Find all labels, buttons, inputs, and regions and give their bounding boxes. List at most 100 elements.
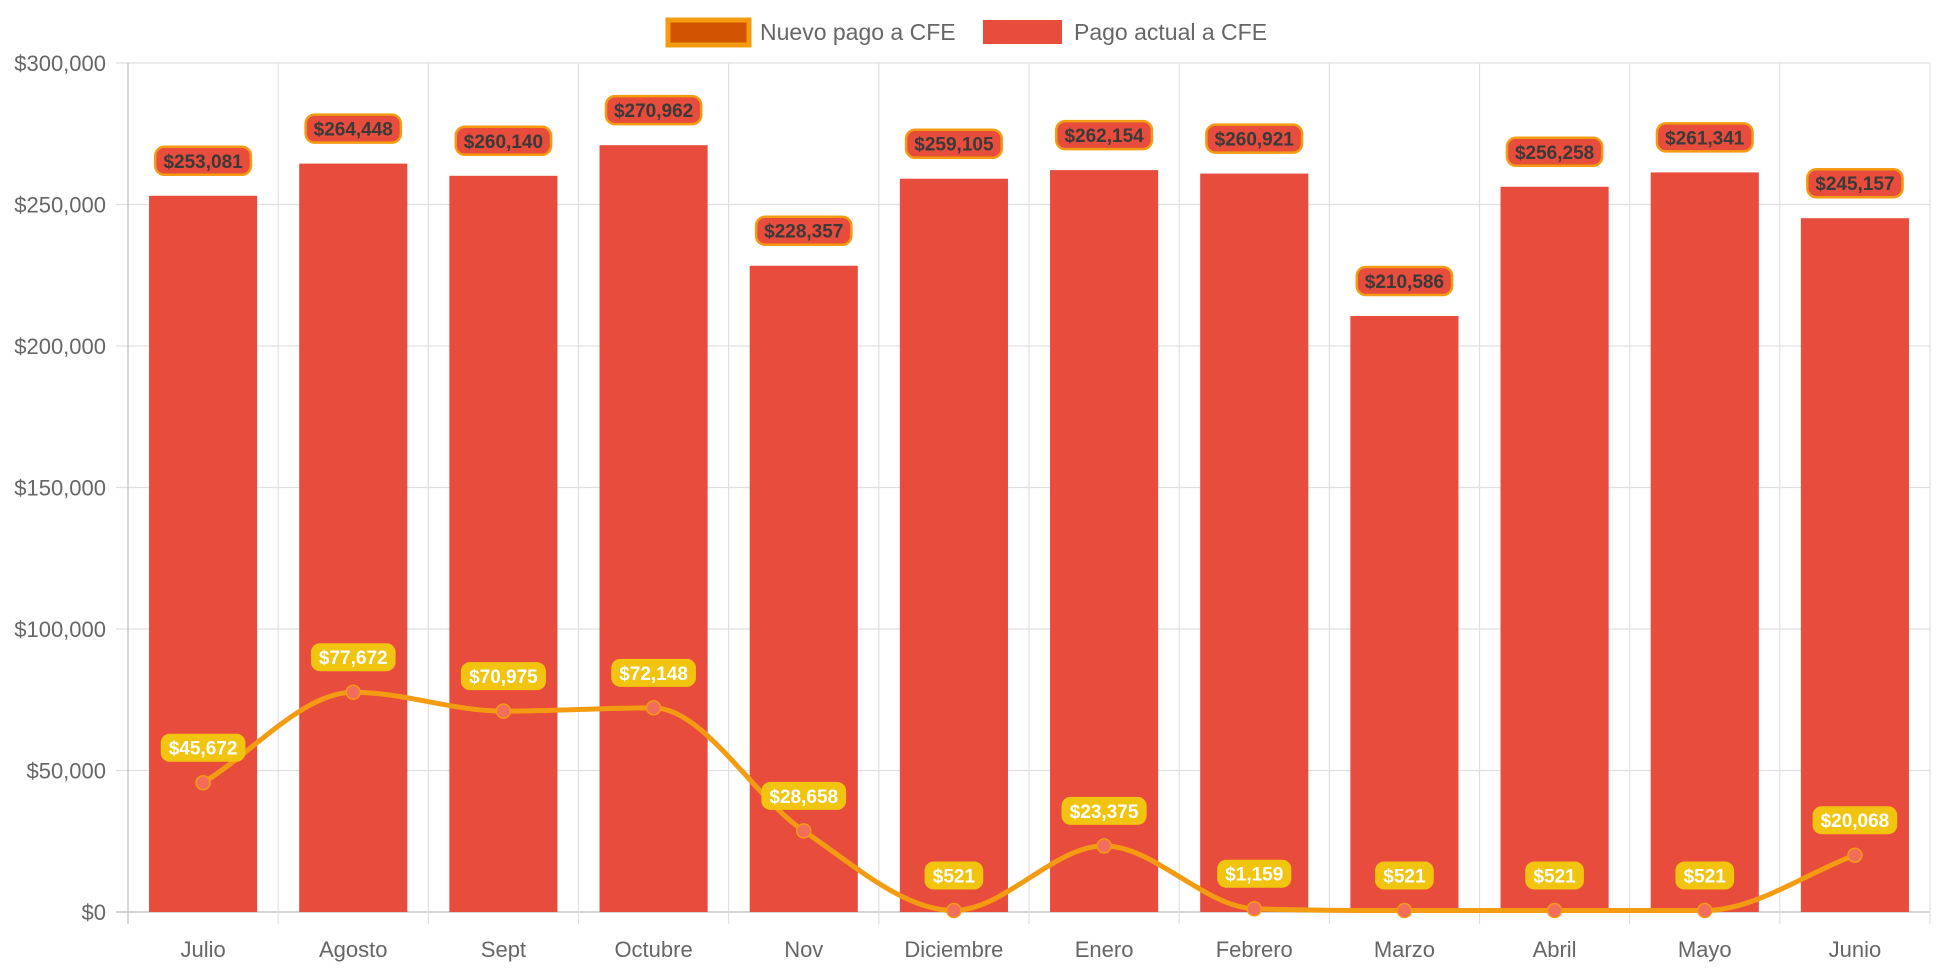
bar-value-label-text: $228,357 (764, 222, 843, 243)
bar-pago-actual[interactable] (1200, 173, 1309, 912)
bar-value-label: $261,341 (1655, 122, 1754, 153)
bar-value-label: $253,081 (153, 145, 253, 177)
bar-value-label-text: $210,586 (1365, 272, 1444, 293)
line-point-nuevo-pago[interactable] (1396, 902, 1413, 919)
x-tick-label: Junio (1829, 937, 1882, 962)
bar-value-label: $245,157 (1806, 167, 1904, 199)
bar-value-label-box (604, 94, 703, 126)
bar-value-label-box (304, 113, 403, 144)
x-tick-label: Abril (1533, 937, 1577, 962)
line-point-nuevo-pago[interactable] (1697, 902, 1713, 919)
line-value-label-box (1061, 796, 1147, 825)
line-value-label-text: $45,672 (169, 739, 238, 760)
bar-series-pago-actual (149, 145, 1909, 913)
bar-value-label: $264,448 (304, 113, 403, 144)
bar-value-label-text: $262,154 (1064, 126, 1144, 147)
legend-item-nuevo-pago[interactable]: Nuevo pago a CFE (665, 17, 956, 48)
y-tick-label: $50,000 (26, 759, 106, 784)
bar-value-label: $210,586 (1355, 265, 1454, 297)
line-value-label-box (1525, 861, 1584, 890)
line-point-nuevo-pago[interactable] (796, 823, 812, 839)
bar-value-label: $228,357 (754, 215, 853, 246)
line-point-nuevo-pago[interactable] (1546, 902, 1563, 919)
legend: Nuevo pago a CFE Pago actual a CFE (665, 17, 1267, 48)
bar-value-labels: $253,081 $264,448 $260,140 $270,962 $228,357… (153, 94, 1904, 297)
bar-pago-actual[interactable] (1050, 170, 1159, 912)
line-value-label-box (1675, 861, 1735, 890)
line-value-label-box (924, 861, 984, 890)
bar-pago-actual[interactable] (299, 163, 408, 912)
x-tick-label: Febrero (1216, 937, 1293, 962)
bar-pago-actual[interactable] (1800, 218, 1909, 912)
line-point-nuevo-pago[interactable] (645, 700, 662, 716)
y-axis: $0 $50,000 $100,000 $150,000 $200,000 $250,00… (14, 51, 106, 925)
line-value-label-box (761, 781, 847, 810)
bar-pago-actual[interactable] (149, 195, 258, 913)
bar-pago-actual[interactable] (749, 265, 858, 912)
bar-value-label-box (1205, 123, 1304, 154)
line-point-nuevo-pago[interactable] (495, 703, 512, 719)
line-value-label-box (310, 643, 396, 672)
bar-value-label: $260,921 (1205, 123, 1304, 154)
bar-pago-actual[interactable] (449, 175, 558, 912)
y-tick-label: $200,000 (14, 334, 106, 359)
bar-value-label-text: $253,081 (163, 152, 243, 173)
bar-pago-actual[interactable] (1650, 172, 1759, 912)
line-value-label-text: $77,672 (319, 648, 388, 669)
line-point-nuevo-pago[interactable] (946, 902, 962, 919)
line-value-label: $72,148 (611, 658, 696, 687)
line-value-label-text: $70,975 (469, 667, 538, 688)
bar-pago-actual[interactable] (1350, 316, 1459, 912)
line-point-nuevo-pago[interactable] (1847, 847, 1863, 863)
bar-value-label-text: $259,105 (914, 135, 994, 156)
line-value-label-text: $23,375 (1070, 802, 1139, 823)
legend-item-pago-actual[interactable]: Pago actual a CFE (983, 19, 1267, 45)
legend-label-nuevo-pago: Nuevo pago a CFE (760, 19, 956, 45)
line-value-label-box (1375, 861, 1434, 890)
line-value-label: $1,159 (1217, 859, 1292, 888)
line-value-label-text: $521 (933, 867, 976, 888)
bar-value-label-box (153, 145, 253, 177)
bar-value-label-box (904, 128, 1004, 159)
x-axis: Julio Agosto Sept Octubre Nov Diciembre Enero F… (180, 937, 1881, 962)
bar-value-label: $256,258 (1505, 136, 1604, 168)
bar-value-label-text: $245,157 (1815, 174, 1894, 195)
line-value-label: $45,672 (160, 733, 246, 762)
x-tick-label: Agosto (319, 937, 388, 962)
x-tick-label: Julio (180, 937, 225, 962)
bar-pago-actual[interactable] (599, 145, 708, 912)
line-point-nuevo-pago[interactable] (195, 774, 211, 791)
y-tick-label: $250,000 (14, 193, 106, 218)
line-point-nuevo-pago[interactable] (1246, 900, 1262, 917)
line-value-label-text: $521 (1383, 867, 1426, 888)
line-value-label: $521 (1375, 861, 1434, 890)
bar-value-label-box (1806, 167, 1904, 199)
line-value-label-text: $28,658 (769, 787, 838, 808)
bar-value-label-text: $256,258 (1515, 143, 1594, 164)
bar-value-label: $262,154 (1054, 119, 1154, 151)
bar-value-label-box (754, 215, 853, 246)
bar-value-label-text: $264,448 (314, 120, 393, 141)
bar-value-label: $270,962 (604, 94, 703, 126)
line-value-label: $23,375 (1061, 796, 1147, 825)
line-value-label-box (1812, 806, 1898, 835)
line-value-label: $28,658 (761, 781, 847, 810)
line-point-nuevo-pago[interactable] (345, 684, 361, 700)
line-point-nuevo-pago[interactable] (1096, 838, 1112, 854)
bar-value-label-text: $260,921 (1215, 130, 1295, 151)
bar-pago-actual[interactable] (1500, 186, 1609, 912)
bar-pago-actual[interactable] (899, 178, 1008, 912)
x-tick-label: Enero (1075, 937, 1134, 962)
bar-value-label-box (1054, 119, 1154, 151)
line-value-label: $20,068 (1812, 806, 1898, 835)
bar-value-label-box (1505, 136, 1604, 168)
bar-value-label-box (454, 125, 553, 157)
y-tick-label: $300,000 (14, 51, 106, 76)
x-tick-label: Marzo (1374, 937, 1435, 962)
line-value-label: $521 (1525, 861, 1584, 890)
bar-value-label: $260,140 (454, 125, 553, 157)
line-value-labels: $45,672 $77,672 $70,975 $72,148 $28,658 $521 $… (160, 643, 1898, 890)
bar-value-label-text: $260,140 (464, 132, 543, 153)
